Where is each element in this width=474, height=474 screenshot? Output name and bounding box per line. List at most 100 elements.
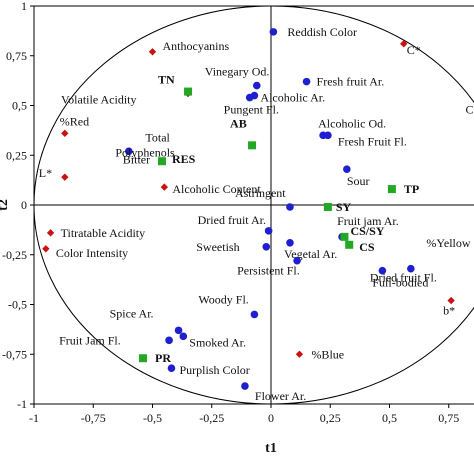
label-red: %Red: [60, 114, 89, 128]
label-b: b*: [443, 304, 455, 318]
y-tick-label: -1: [17, 397, 27, 411]
point-b: [447, 296, 455, 305]
label-persistent-fl: Persistent Fl.: [237, 264, 300, 278]
point-vegetal-ar: [286, 239, 294, 247]
point-reddish-color: [269, 28, 278, 36]
label-dried-fruit-ar: Dried fruit Ar.: [198, 213, 266, 227]
label-cs-sy: CS/SY: [350, 224, 384, 238]
label-tn: TN: [158, 73, 175, 87]
point-fresh-fruit-ar: [302, 77, 311, 86]
label-tp: TP: [404, 182, 419, 196]
x-axis-title: t1: [265, 441, 277, 456]
label-astringent: Astringent: [235, 186, 286, 200]
label-yellow: %Yellow: [426, 236, 470, 250]
point-pungent-fl: [245, 93, 254, 102]
point-fresh-fruit-fl: [324, 131, 332, 140]
x-tick-label: 0,75: [438, 411, 459, 425]
point-cs: [345, 240, 354, 249]
label-anthocyanins: Anthocyanins: [163, 39, 230, 53]
label-alcoholic-od: Alcoholic Od.: [318, 116, 386, 130]
x-tick-label: 0: [268, 411, 274, 425]
label-pr: PR: [155, 351, 171, 365]
y-tick-label: 1: [21, 0, 27, 13]
label-alcoholic-ar: Alcoholic Ar.: [260, 91, 325, 105]
y-tick-label: 0,25: [6, 148, 27, 162]
label-alcoholic-content: Alcoholic Content: [172, 182, 261, 196]
point-bitter: [125, 147, 133, 156]
y-tick-label: 0: [21, 198, 27, 212]
point-tp: [387, 185, 396, 194]
point-spice-ar: [174, 326, 183, 335]
label-titratable-acidity: Titratable Acidity: [61, 226, 146, 240]
label-ab: AB: [230, 116, 247, 130]
label-total-polyphenols: Total: [145, 130, 170, 144]
label-clear: Clear: [466, 102, 474, 116]
point-vinegary-od: [252, 81, 261, 90]
x-tick-label: -0,25: [199, 411, 224, 425]
label-color-intensity: Color Intensity: [56, 246, 128, 260]
point-ab: [248, 141, 257, 150]
label-fruit-jam-fl: Fruit Jam Fl.: [59, 333, 121, 347]
label-fresh-fruit-ar: Fresh fruit Ar.: [317, 75, 385, 89]
point-cs-sy: [340, 232, 349, 241]
x-tick-label: 0,5: [382, 411, 397, 425]
point-woody-fl: [250, 310, 259, 319]
point-purplish-color: [167, 364, 176, 372]
point-red: [61, 129, 69, 138]
point-full-bodied: [378, 266, 387, 275]
point-sour: [343, 165, 351, 173]
y-tick-label: -0,25: [2, 248, 27, 262]
label-bitter: Bitter: [123, 152, 150, 166]
point-res: [157, 157, 166, 166]
point-dried-fruit-fl: [407, 264, 415, 273]
point-tn: [184, 87, 193, 96]
label-sour: Sour: [347, 174, 370, 188]
point-fruit-jam-fl: [165, 336, 173, 345]
label-pungent-fl: Pungent Fl.: [224, 103, 279, 117]
point-c: [400, 40, 408, 48]
point-l: [61, 173, 69, 181]
label-cs: CS: [359, 240, 375, 254]
label-res: RES: [172, 152, 196, 166]
point-alcoholic-content: [160, 183, 169, 191]
label-fresh-fruit-fl: Fresh Fruit Fl.: [338, 134, 407, 148]
label-l: L*: [39, 166, 52, 180]
label-vegetal-ar: Vegetal Ar.: [284, 247, 337, 261]
y-axis-title: t2: [0, 199, 11, 211]
point-dried-fruit-ar: [264, 227, 273, 235]
label-spice-ar: Spice Ar.: [110, 306, 154, 320]
point-persistent-fl: [293, 256, 301, 265]
label-volatile-acidity: Volatile Acidity: [61, 93, 136, 107]
y-tick-label: 0,5: [12, 99, 27, 113]
y-tick-label: 0,75: [6, 49, 27, 63]
point-sweetish: [262, 242, 271, 251]
point-astringent: [286, 203, 294, 211]
point-pr: [139, 354, 148, 363]
point-smoked-ar: [179, 332, 188, 341]
point-color-intensity: [42, 245, 50, 253]
point-titratable-acidity: [46, 229, 55, 237]
label-dried-fruit-fl: Dried fruit Fl.: [370, 271, 437, 285]
point-anthocyanins: [148, 48, 157, 56]
point-flower-ar: [241, 382, 249, 390]
x-tick-label: -0,75: [81, 411, 106, 425]
label-c: C*: [407, 43, 421, 57]
label-vinegary-od: Vinegary Od.: [205, 65, 270, 79]
label-total-polyphenols: Polyphenols: [115, 145, 175, 159]
label-sy: SY: [336, 200, 352, 214]
point-blue: [295, 350, 304, 358]
label-smoked-ar: Smoked Ar.: [189, 335, 246, 349]
x-tick-label: 0,25: [320, 411, 341, 425]
label-fruit-jam-ar: Fruit jam Ar.: [337, 214, 399, 228]
label-woody-fl: Woody Fl.: [198, 292, 248, 306]
y-tick-label: -0,5: [8, 298, 27, 312]
label-reddish-color: Reddish Color: [287, 25, 357, 39]
label-sweetish: Sweetish: [196, 240, 239, 254]
label-full-bodied: Full-bodied: [372, 276, 428, 290]
label-flower-ar: Flower Ar.: [255, 389, 306, 403]
label-purplish-color: Purplish Color: [179, 363, 249, 377]
point-sy: [323, 202, 332, 211]
x-tick-label: -0,5: [143, 411, 162, 425]
y-tick-label: -0,75: [2, 347, 27, 361]
